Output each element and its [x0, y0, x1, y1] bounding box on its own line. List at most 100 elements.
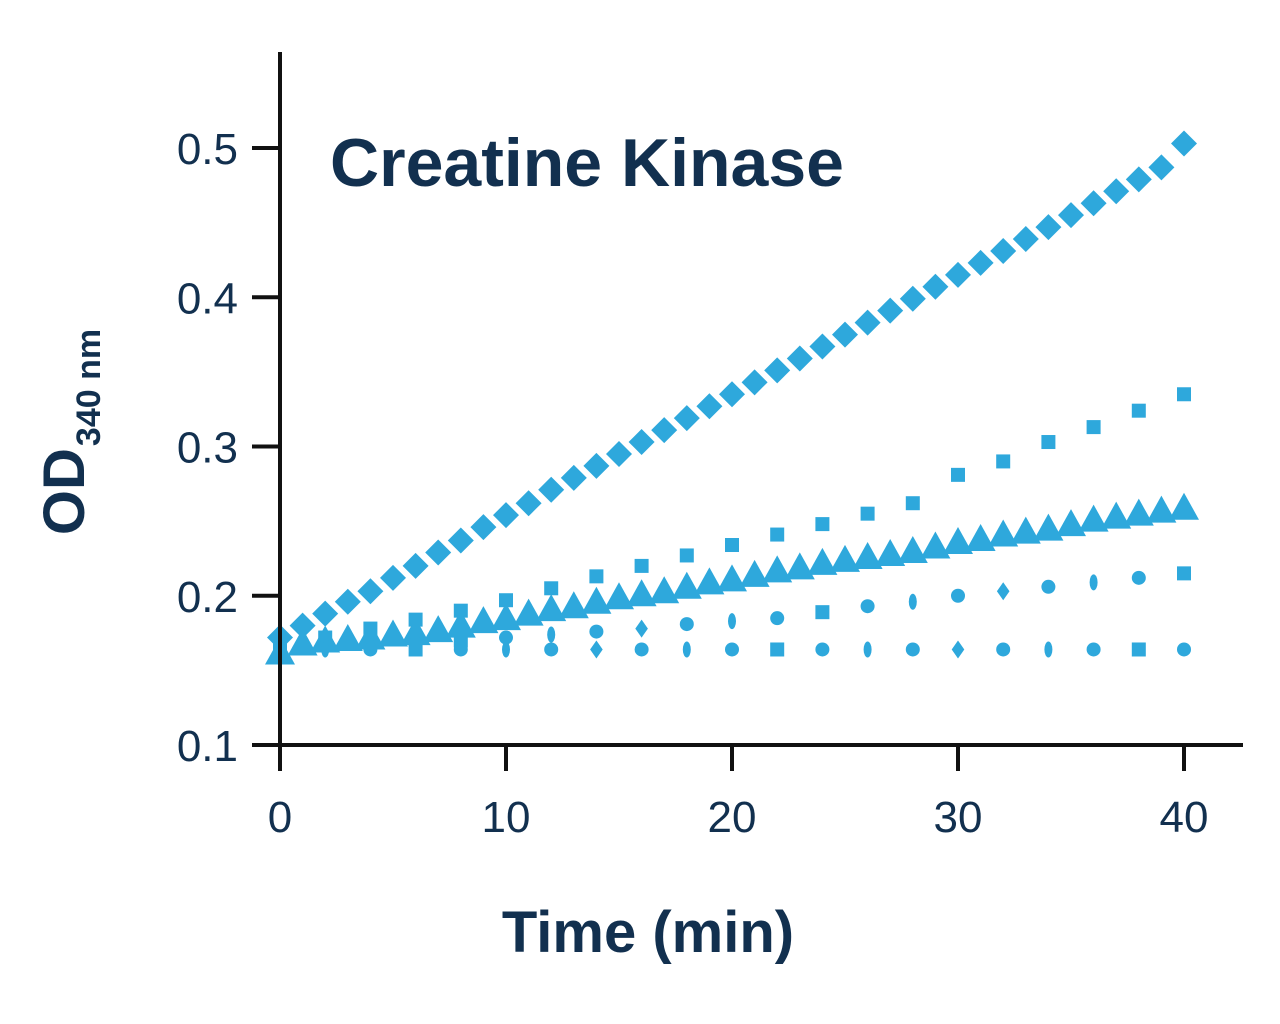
- data-point: [634, 558, 649, 573]
- data-point: [491, 603, 521, 631]
- data-point: [1131, 570, 1146, 585]
- x-axis-title: Time (min): [502, 900, 794, 965]
- data-point: [860, 506, 875, 521]
- data-point: [784, 552, 815, 580]
- data-point: [905, 496, 920, 511]
- data-point: [651, 417, 678, 444]
- data-point: [499, 630, 513, 645]
- chart-title: Creatine Kinase: [330, 125, 844, 201]
- data-point: [717, 564, 747, 592]
- y-tick-label: 0.4: [177, 274, 238, 323]
- data-point: [558, 591, 589, 619]
- data-point: [1078, 504, 1109, 532]
- y-tick-label: 0.1: [177, 722, 238, 771]
- data-point: [739, 559, 770, 587]
- y-axis-title-main: OD: [32, 448, 97, 535]
- data-point: [830, 544, 860, 572]
- data-point: [943, 527, 973, 555]
- y-axis-title-subscript: 340 nm: [70, 329, 108, 446]
- data-point: [854, 309, 881, 336]
- data-point: [1041, 435, 1056, 450]
- data-point: [400, 618, 431, 646]
- data-point: [536, 594, 567, 622]
- y-tick-label: 0.3: [177, 424, 238, 473]
- data-point: [679, 617, 694, 632]
- data-point: [547, 626, 556, 643]
- data-point: [671, 571, 702, 599]
- y-tick-label: 0.2: [177, 573, 238, 622]
- series-1: [267, 130, 1197, 651]
- data-point: [786, 345, 813, 372]
- data-point: [544, 642, 559, 657]
- data-point: [951, 467, 965, 482]
- data-point: [920, 531, 951, 559]
- data-point: [402, 552, 429, 579]
- data-point: [679, 548, 694, 563]
- data-point: [770, 611, 785, 626]
- data-point: [515, 490, 542, 517]
- data-point: [922, 273, 949, 300]
- data-point: [725, 642, 739, 657]
- data-point: [513, 598, 544, 626]
- data-point: [877, 297, 904, 324]
- x-tick-label: 20: [708, 793, 757, 842]
- data-point: [770, 527, 785, 542]
- data-point: [764, 357, 791, 384]
- data-point: [719, 381, 745, 408]
- data-point: [996, 454, 1011, 469]
- data-point: [312, 600, 339, 627]
- data-point: [634, 642, 649, 657]
- y-axis-title: OD340 nm: [32, 329, 108, 535]
- data-point: [725, 538, 739, 553]
- data-point: [1103, 178, 1130, 205]
- data-point: [649, 576, 680, 604]
- data-point: [1041, 579, 1056, 594]
- data-point: [493, 502, 519, 529]
- data-point: [1169, 492, 1199, 520]
- data-point: [852, 541, 883, 569]
- data-points: [265, 130, 1199, 665]
- x-tick-label: 0: [268, 793, 292, 842]
- data-point: [1177, 642, 1191, 657]
- data-point: [583, 452, 610, 479]
- data-point: [1125, 166, 1152, 193]
- data-point: [863, 641, 872, 658]
- data-point: [425, 539, 452, 566]
- data-point: [815, 605, 830, 620]
- data-point: [945, 261, 971, 288]
- data-point: [1035, 214, 1062, 241]
- data-point: [905, 642, 920, 657]
- data-point: [538, 476, 565, 503]
- data-point: [470, 514, 497, 541]
- data-point: [1010, 516, 1041, 544]
- data-point: [951, 640, 965, 659]
- x-tick-label: 10: [482, 793, 531, 842]
- data-point: [1177, 387, 1191, 402]
- data-point: [965, 524, 996, 552]
- data-point: [589, 624, 604, 639]
- data-point: [1146, 495, 1177, 523]
- data-point: [990, 237, 1017, 264]
- y-tick-label: 0.5: [177, 125, 238, 174]
- data-point: [762, 555, 793, 583]
- data-point: [988, 519, 1019, 547]
- data-point: [408, 642, 423, 657]
- data-point: [809, 333, 836, 360]
- data-point: [682, 641, 691, 658]
- data-point: [289, 612, 316, 639]
- data-point: [628, 429, 655, 456]
- data-point: [860, 599, 875, 614]
- data-point: [445, 610, 476, 638]
- data-point: [1012, 226, 1039, 253]
- data-point: [453, 642, 468, 657]
- data-point: [468, 606, 499, 634]
- data-point: [423, 615, 454, 643]
- data-point: [355, 622, 386, 650]
- data-point: [502, 641, 510, 658]
- data-point: [357, 578, 384, 605]
- data-point: [728, 613, 736, 630]
- data-point: [447, 527, 474, 554]
- data-point: [815, 642, 830, 657]
- x-tick-label: 30: [934, 793, 983, 842]
- data-point: [590, 640, 603, 659]
